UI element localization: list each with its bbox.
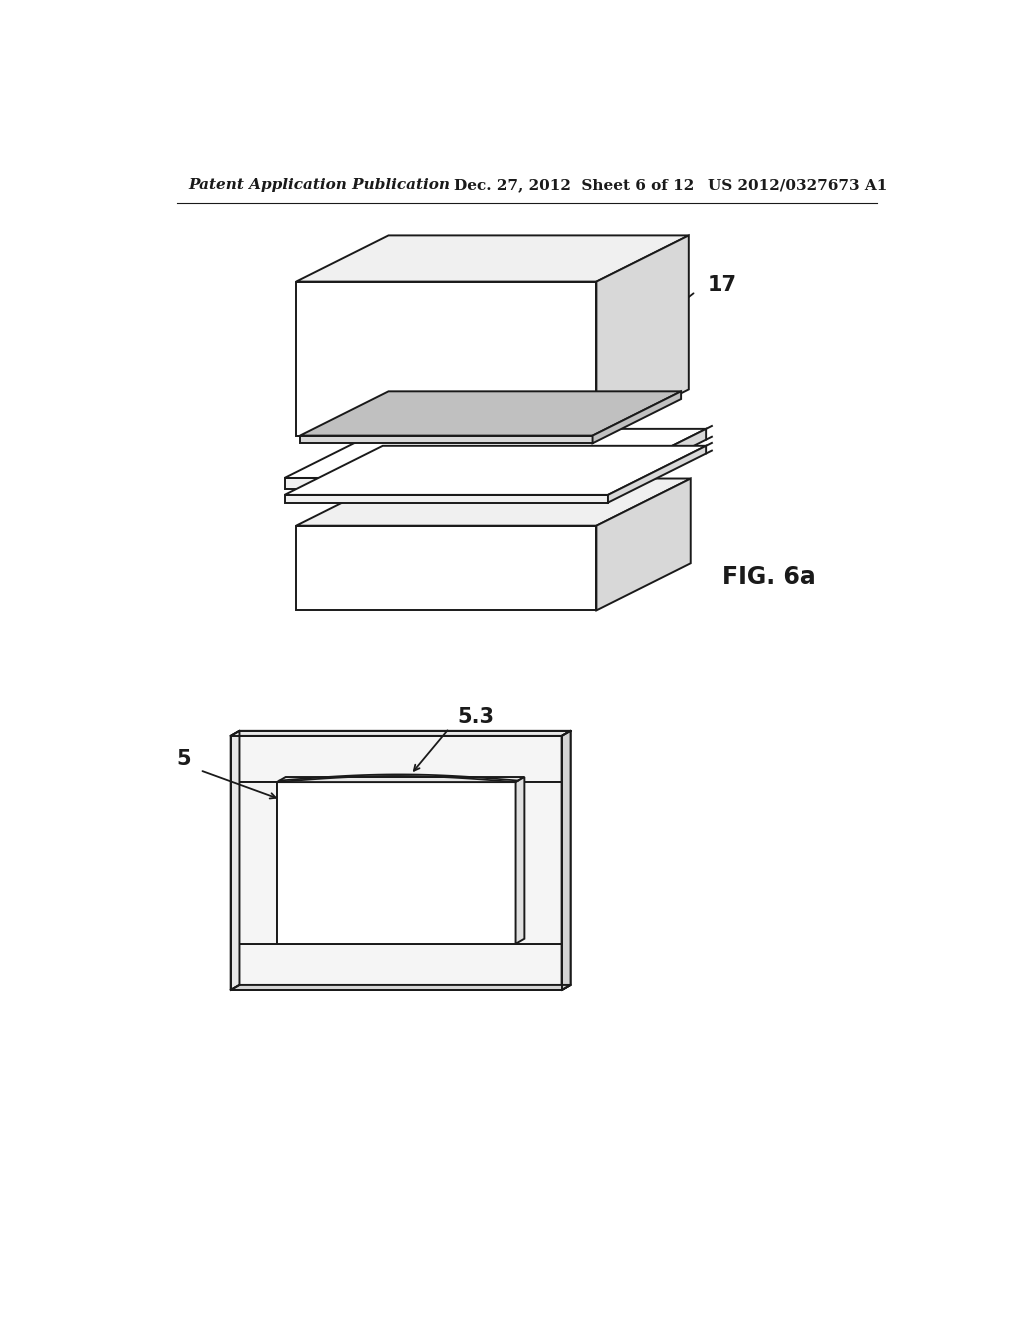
Polygon shape [285,495,608,503]
Polygon shape [300,436,593,444]
Polygon shape [593,391,681,444]
Polygon shape [276,781,515,944]
Polygon shape [285,478,608,488]
Polygon shape [230,944,562,990]
Polygon shape [596,235,689,436]
Text: 5: 5 [177,748,191,768]
Polygon shape [296,479,691,525]
Polygon shape [596,479,691,610]
Polygon shape [296,525,596,610]
Polygon shape [608,429,707,488]
Text: 17: 17 [708,276,736,296]
Polygon shape [515,781,562,944]
Polygon shape [562,731,570,990]
Polygon shape [230,985,570,990]
Polygon shape [562,731,570,990]
Polygon shape [296,235,689,281]
Polygon shape [230,731,240,990]
Polygon shape [230,737,562,781]
Text: US 2012/0327673 A1: US 2012/0327673 A1 [708,178,888,193]
Polygon shape [230,781,276,944]
Polygon shape [608,446,707,503]
Polygon shape [230,731,570,737]
Polygon shape [515,777,524,944]
Text: FIG. 6a: FIG. 6a [722,565,815,589]
Polygon shape [296,281,596,436]
Polygon shape [285,429,707,478]
Polygon shape [300,391,681,436]
Polygon shape [285,446,707,495]
Text: Dec. 27, 2012  Sheet 6 of 12: Dec. 27, 2012 Sheet 6 of 12 [454,178,694,193]
Polygon shape [276,777,524,781]
Text: 5.3: 5.3 [457,706,494,727]
Text: Patent Application Publication: Patent Application Publication [188,178,451,193]
